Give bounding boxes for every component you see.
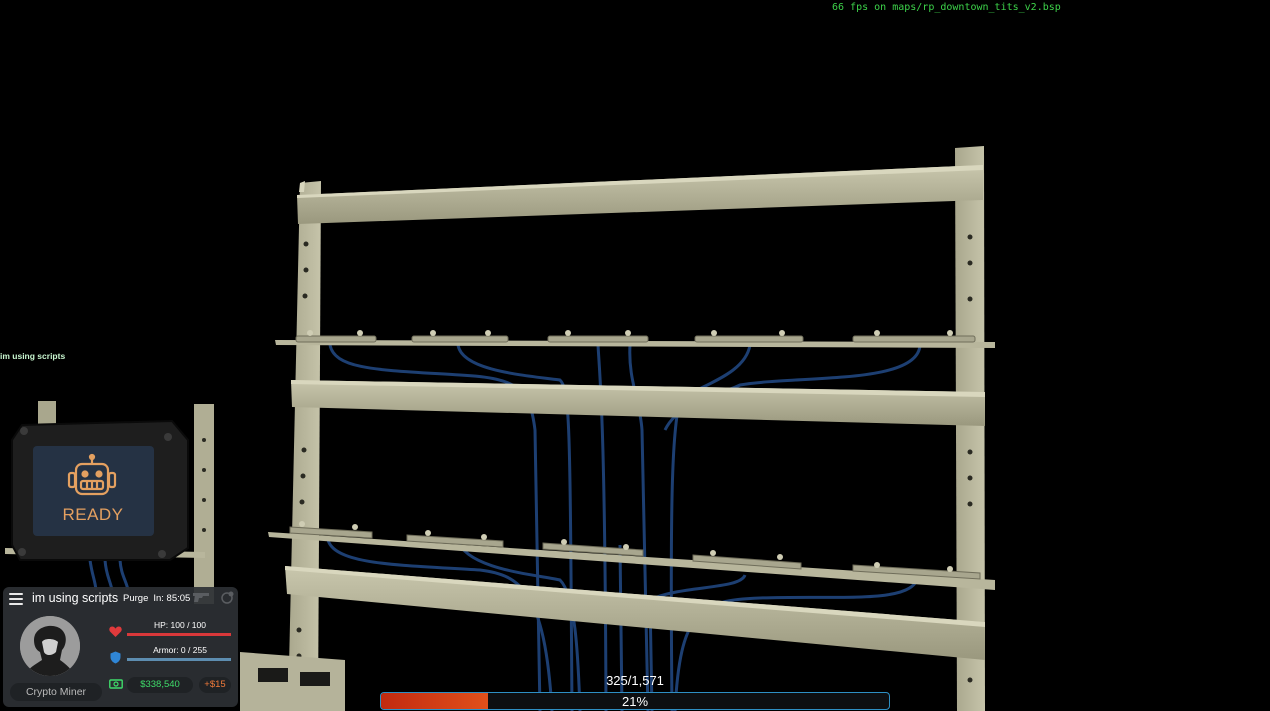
menu-icon[interactable] — [9, 593, 23, 605]
money-display: $338,540 — [127, 677, 193, 693]
player-name: im using scripts — [32, 591, 119, 605]
miner-screen-device — [11, 419, 189, 561]
mining-progress-count: 325/1,571 — [606, 673, 664, 688]
hp-bar-fill — [127, 633, 231, 636]
fps-counter: 66 fps on maps/rp_downtown_tits_v2.bsp — [832, 2, 1061, 13]
purge-countdown: In: 85:05 — [153, 593, 191, 604]
mining-progress-bar: 21% — [380, 692, 890, 710]
rack-beam — [297, 165, 983, 224]
chat-line: im using scripts — [0, 351, 66, 361]
heart-icon — [109, 626, 122, 637]
avatar — [20, 616, 80, 676]
armor-text: Armor: 0 / 255 — [153, 645, 207, 655]
rack-beam — [285, 566, 985, 660]
rack-shelf — [268, 532, 995, 590]
purge-label: Purge — [123, 593, 149, 604]
armor-bar — [127, 658, 231, 661]
miner-status-text: READY — [62, 505, 124, 524]
player-hud: im using scripts Purge In: 85:05 Crypto M… — [3, 587, 238, 707]
wanted-icon — [221, 591, 234, 604]
money-icon — [109, 679, 123, 689]
salary-display: +$15 — [199, 677, 231, 693]
purge-timer: Purge In: 85:05 — [123, 593, 190, 604]
mining-progress-percent: 21% — [621, 694, 649, 709]
robot-icon — [67, 453, 117, 496]
gun-license-icon — [193, 593, 209, 602]
hp-text: HP: 100 / 100 — [154, 620, 206, 630]
shield-icon — [110, 651, 121, 664]
hp-bar — [127, 633, 231, 636]
job-badge: Crypto Miner — [10, 683, 102, 701]
mining-progress-fill — [381, 693, 488, 709]
